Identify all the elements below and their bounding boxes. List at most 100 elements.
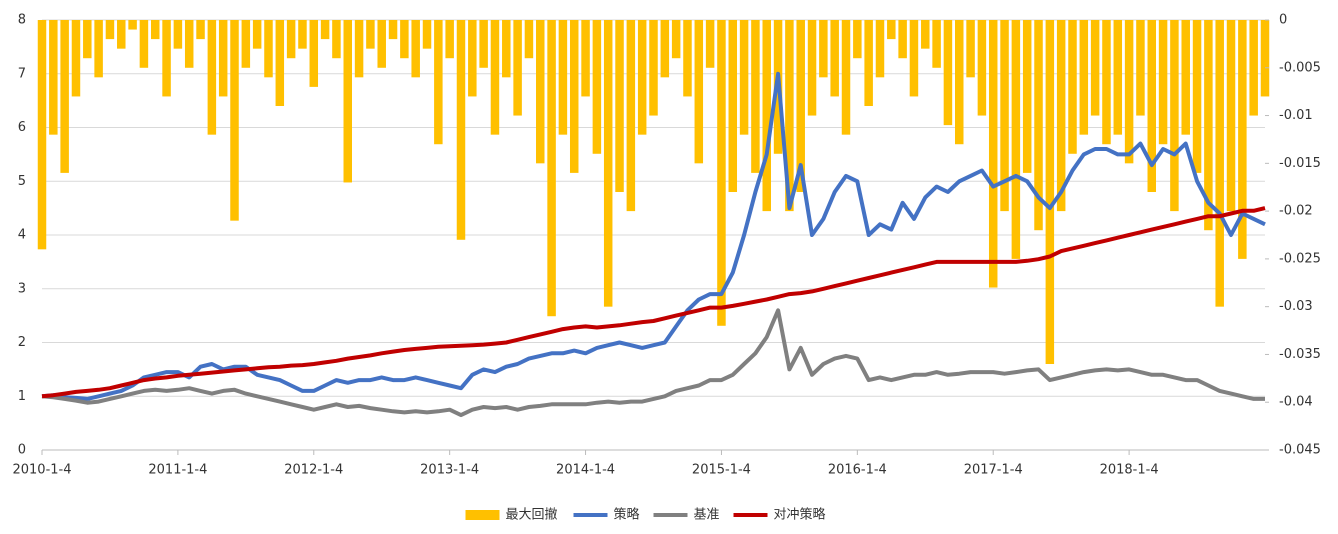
drawdown-bar <box>1068 20 1077 154</box>
drawdown-bar <box>400 20 409 59</box>
drawdown-bar <box>524 20 534 59</box>
drawdown-bar <box>128 20 137 30</box>
drawdown-bar <box>162 20 171 97</box>
y2-tick-label: -0.02 <box>1279 204 1313 219</box>
drawdown-bar <box>864 20 873 106</box>
drawdown-bar <box>966 20 975 78</box>
legend-label: 策略 <box>614 507 640 523</box>
drawdown-bar <box>694 20 704 164</box>
drawdown-bar <box>94 20 103 78</box>
drawdown-bar <box>1226 20 1236 212</box>
drawdown-bar <box>320 20 330 40</box>
y2-tick-label: -0.035 <box>1279 347 1321 362</box>
drawdown-bar <box>875 20 885 78</box>
y-tick-label: 5 <box>18 174 26 189</box>
drawdown-bar <box>139 20 149 68</box>
drawdown-bar <box>977 20 987 116</box>
drawdown-bar <box>479 20 488 68</box>
drawdown-bar <box>1034 20 1043 231</box>
y2-tick-label: -0.015 <box>1279 156 1321 171</box>
drawdown-bar <box>264 20 273 78</box>
drawdown-bar <box>1090 20 1100 116</box>
y-tick-label: 2 <box>18 335 26 350</box>
drawdown-bar <box>37 20 47 250</box>
drawdown-bar <box>728 20 738 192</box>
legend-swatch <box>465 510 500 520</box>
drawdown-bar <box>252 20 262 49</box>
y2-tick-label: -0.025 <box>1279 251 1321 266</box>
series-line <box>41 308 1265 418</box>
drawdown-bar <box>671 20 681 59</box>
x-tick-label: 2011-1-4 <box>148 463 207 478</box>
drawdown-bar <box>626 20 636 212</box>
drawdown-bar <box>536 20 545 164</box>
drawdown-bar <box>660 20 670 78</box>
y-tick-label: 1 <box>18 389 26 404</box>
drawdown-bar <box>445 20 454 59</box>
drawdown-bar <box>1158 20 1168 145</box>
drawdown-bar <box>71 20 81 97</box>
drawdown-bar <box>422 20 432 49</box>
drawdown-bar <box>366 20 375 49</box>
drawdown-bar <box>468 20 477 97</box>
drawdown-bar <box>637 20 647 135</box>
drawdown-bar <box>207 20 217 135</box>
y2-tick-label: -0.005 <box>1279 60 1321 75</box>
drawdown-bar <box>150 20 160 40</box>
drawdown-bar <box>343 20 352 183</box>
drawdown-bar <box>921 20 930 49</box>
y-tick-label: 3 <box>18 281 26 296</box>
drawdown-bar <box>286 20 296 59</box>
drawdown-bar <box>988 20 998 288</box>
drawdown-bar <box>1170 20 1179 212</box>
x-tick-label: 2015-1-4 <box>692 463 751 478</box>
drawdown-bar <box>1147 20 1157 192</box>
drawdown-bar <box>117 20 126 49</box>
drawdown-bar <box>83 20 92 59</box>
legend-label: 对冲策略 <box>774 507 826 523</box>
drawdown-bar <box>841 20 851 135</box>
drawdown-bar <box>603 20 613 307</box>
legend-label: 最大回撤 <box>506 507 558 523</box>
drawdown-bar <box>819 20 828 78</box>
drawdown-bar <box>1079 20 1089 135</box>
x-tick-label: 2013-1-4 <box>420 463 479 478</box>
drawdown-bar <box>615 20 624 192</box>
drawdown-bar <box>1011 20 1021 259</box>
drawdown-bar <box>932 20 941 68</box>
drawdown-bar <box>275 20 285 106</box>
drawdown-bar <box>762 20 771 212</box>
drawdown-bar <box>354 20 364 78</box>
drawdown-bar <box>1260 20 1270 97</box>
drawdown-bar <box>49 20 58 135</box>
x-tick-label: 2014-1-4 <box>556 463 615 478</box>
drawdown-bar <box>1124 20 1134 164</box>
drawdown-bar <box>105 20 115 40</box>
drawdown-bar <box>853 20 862 59</box>
series-line <box>41 71 1266 401</box>
y2-tick-label: -0.04 <box>1279 395 1313 410</box>
drawdown-bar <box>1136 20 1145 116</box>
y-tick-label: 6 <box>18 120 26 135</box>
legend-label: 基准 <box>694 508 720 523</box>
drawdown-bar <box>1045 20 1055 364</box>
drawdown-bar <box>230 20 239 221</box>
drawdown-bar <box>1238 20 1247 259</box>
drawdown-bar <box>411 20 420 78</box>
drawdown-bar <box>569 20 579 173</box>
drawdown-bar <box>388 20 398 40</box>
drawdown-bar <box>943 20 953 126</box>
drawdown-bar <box>184 20 194 68</box>
drawdown-bar <box>1022 20 1032 173</box>
drawdown-bar <box>807 20 817 116</box>
drawdown-bar <box>705 20 715 68</box>
drawdown-bar <box>502 20 511 78</box>
y2-tick-label: -0.01 <box>1279 108 1313 123</box>
drawdown-bar <box>683 20 692 97</box>
drawdown-bar <box>298 20 307 49</box>
bars <box>37 20 1270 364</box>
drawdown-bar <box>649 20 658 116</box>
drawdown-bar <box>513 20 522 116</box>
drawdown-bar <box>309 20 319 87</box>
